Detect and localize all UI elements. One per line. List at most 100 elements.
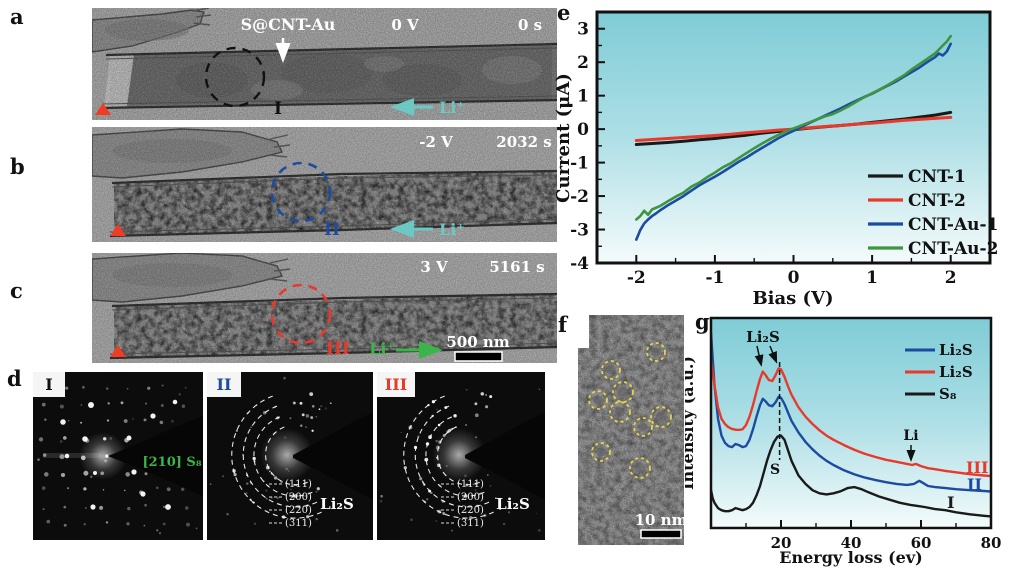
x-axis-title: Bias (V) bbox=[752, 288, 833, 309]
panel-label-b: b bbox=[10, 154, 25, 179]
ring-labels: (111) (200) (220) (311) bbox=[441, 479, 484, 529]
reference-marker-triangle-icon bbox=[110, 224, 126, 236]
tem-image-b: -2 V 2032 s II Li⁺ bbox=[92, 127, 557, 242]
svg-text:-2: -2 bbox=[570, 187, 589, 207]
svg-text:-4: -4 bbox=[570, 254, 589, 274]
legend-label: Li₂S bbox=[939, 341, 973, 359]
curve-label-I: I bbox=[947, 493, 954, 512]
corner-tag bbox=[207, 372, 241, 397]
reference-marker-triangle-icon bbox=[95, 103, 111, 115]
peak-arrow-icon bbox=[768, 345, 778, 364]
time-label-a: 0 s bbox=[518, 16, 542, 34]
svg-text:60: 60 bbox=[911, 534, 932, 552]
reference-marker-triangle-icon bbox=[110, 345, 126, 357]
ring-label: (200) bbox=[457, 492, 484, 503]
li2s-peak-annotation: Li₂S bbox=[746, 328, 780, 346]
axis-ticks: 20 40 60 80 bbox=[745, 520, 1002, 552]
eels-chart: 20 40 60 80 Energy loss (ev) Intensity (a.u… bbox=[685, 316, 1002, 567]
legend: Li₂S Li₂S S₈ bbox=[905, 341, 973, 403]
diffraction-spots bbox=[37, 384, 198, 535]
corner-tag bbox=[377, 372, 415, 397]
time-label-b: 2032 s bbox=[496, 133, 551, 151]
phase-label-III: Li₂S bbox=[496, 495, 530, 513]
legend-label: S₈ bbox=[939, 385, 957, 403]
region-label-III: III bbox=[326, 339, 350, 359]
ring-label: (220) bbox=[457, 505, 484, 516]
svg-text:1: 1 bbox=[866, 268, 878, 288]
iv-curves bbox=[634, 34, 953, 241]
region-circle-II bbox=[270, 161, 332, 223]
svg-text:20: 20 bbox=[771, 534, 792, 552]
ring-label: (200) bbox=[285, 492, 312, 503]
svg-text:-3: -3 bbox=[570, 221, 589, 241]
phase-label-II: Li₂S bbox=[320, 495, 354, 513]
pattern-id-III: III bbox=[385, 375, 407, 394]
li-peak-annotation: Li bbox=[903, 428, 918, 444]
panel-label-g: g bbox=[695, 309, 710, 334]
au-particles bbox=[593, 347, 667, 473]
legend-label: Li₂S bbox=[939, 363, 973, 381]
tem-image-c: 3 V 5161 s III Li⁺ 500 nm bbox=[92, 253, 557, 363]
li-ion-label-c: Li⁺ bbox=[369, 339, 395, 358]
eels-curves bbox=[711, 331, 991, 518]
ring-label: (111) bbox=[285, 479, 312, 490]
panel-label-a: a bbox=[10, 4, 24, 29]
legend: CNT-1 CNT-2 CNT-Au-1 CNT-Au-2 bbox=[868, 167, 998, 259]
diffraction-pattern-I: [210] S₈ I bbox=[33, 372, 203, 540]
corner-tag bbox=[33, 372, 65, 397]
svg-text:2: 2 bbox=[577, 53, 589, 73]
svg-text:2: 2 bbox=[945, 268, 957, 288]
region-circle-III bbox=[270, 283, 332, 345]
svg-text:-1: -1 bbox=[705, 268, 724, 288]
curve-label-II: II bbox=[967, 475, 982, 494]
voltage-label-c: 3 V bbox=[420, 258, 448, 276]
pattern-id-II: II bbox=[217, 375, 232, 394]
li-ion-label-a: Li⁺ bbox=[439, 98, 465, 117]
region-circle-I bbox=[204, 46, 266, 108]
au-particle-markers bbox=[588, 342, 672, 479]
legend-label: CNT-2 bbox=[908, 191, 966, 211]
iv-chart: -2 -1 0 1 2 3 2 1 0 -1 -2 -3 -4 Current (μA) Bias (V… bbox=[555, 10, 998, 309]
pattern-id-I: I bbox=[45, 375, 52, 394]
svg-text:1: 1 bbox=[577, 87, 589, 107]
diffraction-pattern-III: (111) (200) (220) (311) Li₂S III bbox=[377, 372, 545, 540]
curve-label-III: III bbox=[966, 458, 988, 477]
y-axis-title: Current (μA) bbox=[555, 73, 574, 203]
plot-frame bbox=[595, 10, 992, 265]
svg-text:80: 80 bbox=[981, 534, 1002, 552]
ring-label: (111) bbox=[457, 479, 484, 490]
panel-label-f: f bbox=[558, 312, 568, 337]
region-label-I: I bbox=[274, 99, 282, 119]
legend-label: CNT-Au-1 bbox=[908, 215, 998, 235]
s-peak-annotation: S bbox=[770, 462, 780, 478]
tem-image-f: 10 nm bbox=[578, 315, 684, 545]
voltage-label-a: 0 V bbox=[391, 16, 419, 34]
beam-stop bbox=[465, 412, 545, 500]
plot-frame bbox=[709, 316, 993, 530]
svg-text:3: 3 bbox=[577, 20, 589, 40]
phase-label-I: [210] S₈ bbox=[142, 455, 201, 470]
beam-stop bbox=[108, 416, 203, 496]
panel-label-e: e bbox=[557, 0, 571, 25]
svg-text:-2: -2 bbox=[627, 268, 646, 288]
svg-text:0: 0 bbox=[788, 268, 800, 288]
x-axis-title: Energy loss (ev) bbox=[779, 548, 922, 567]
scale-bar-c bbox=[454, 351, 503, 362]
beam-stop bbox=[293, 412, 373, 500]
tem-image-a: S@CNT-Au 0 V 0 s I Li⁺ bbox=[92, 8, 557, 120]
ring-labels: (111) (200) (220) (311) bbox=[269, 479, 312, 529]
ring-label: (220) bbox=[285, 505, 312, 516]
legend-label: CNT-Au-2 bbox=[908, 239, 998, 259]
scale-bar-f bbox=[640, 529, 682, 539]
svg-text:0: 0 bbox=[577, 120, 589, 140]
svg-text:40: 40 bbox=[841, 534, 862, 552]
sample-label: S@CNT-Au bbox=[241, 15, 336, 34]
diffraction-rings bbox=[379, 378, 541, 532]
ring-label: (311) bbox=[285, 518, 312, 529]
region-label-II: II bbox=[324, 220, 340, 240]
scale-bar-label-c: 500 nm bbox=[446, 333, 509, 351]
svg-text:-1: -1 bbox=[570, 154, 589, 174]
ring-label: (311) bbox=[457, 518, 484, 529]
voltage-label-b: -2 V bbox=[419, 133, 453, 151]
